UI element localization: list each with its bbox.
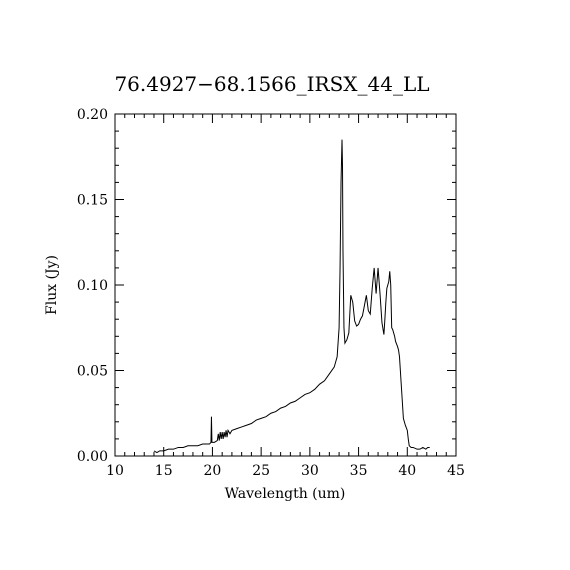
y-tick-label: 0.15 <box>77 193 108 209</box>
x-tick-label: 40 <box>398 463 416 479</box>
x-tick-label: 20 <box>204 463 222 479</box>
chart-title: 76.4927−68.1566_IRSX_44_LL <box>114 72 429 96</box>
x-tick-label: 45 <box>447 463 465 479</box>
y-axis-label: Flux (Jy) <box>44 255 60 315</box>
spectrum-line <box>153 139 430 454</box>
y-tick-label: 0.20 <box>77 107 108 123</box>
x-axis-label: Wavelength (um) <box>225 486 346 502</box>
x-tick-label: 10 <box>106 463 124 479</box>
x-tick-label: 25 <box>252 463 270 479</box>
y-tick-label: 0.05 <box>77 364 108 380</box>
plot-frame <box>114 113 457 457</box>
y-tick-label: 0.00 <box>77 449 108 465</box>
x-tick-label: 30 <box>301 463 319 479</box>
x-tick-label: 15 <box>155 463 173 479</box>
y-tick-label: 0.10 <box>77 278 108 294</box>
plot-axes: 10 15 20 25 30 35 40 45 0.00 0.05 0.10 0.15 0.20 <box>77 107 465 479</box>
x-tick-label: 35 <box>350 463 368 479</box>
